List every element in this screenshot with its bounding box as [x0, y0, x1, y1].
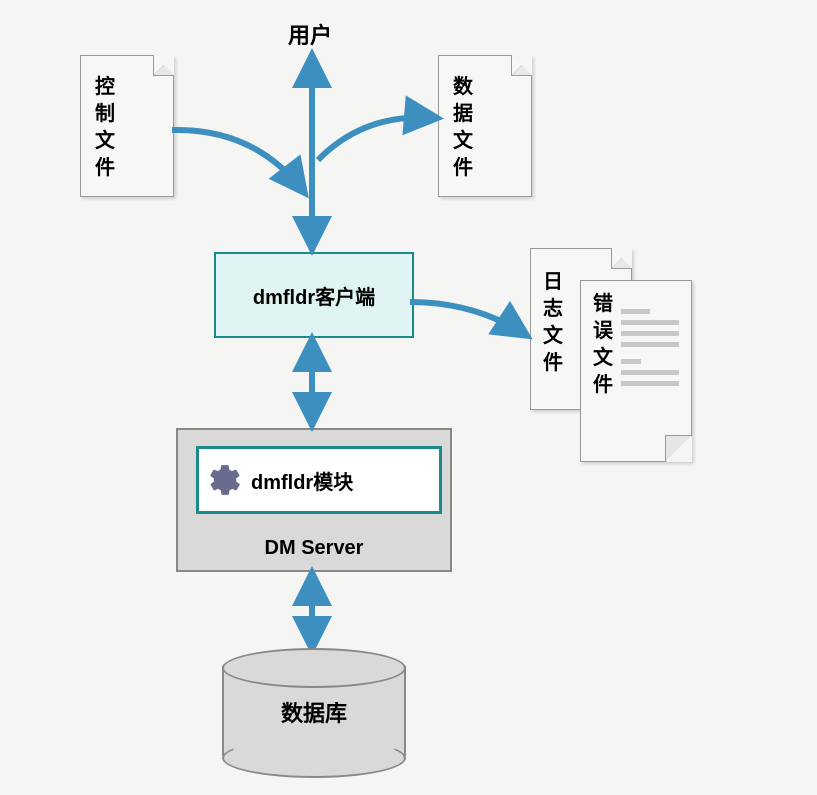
- database-label: 数据库: [222, 696, 406, 728]
- module-node: dmfldr模块: [196, 446, 442, 514]
- control-file-char: 控: [95, 74, 115, 101]
- gear-icon: [207, 462, 243, 498]
- diagram-canvas: 用户 控 制 文 件 数 据 文 件 dmfldr客户端 日 志 文 件: [0, 0, 817, 795]
- edge-out-datafile: [318, 117, 436, 160]
- client-node: dmfldr客户端: [214, 252, 414, 338]
- control-file-char: 件: [95, 155, 115, 182]
- error-file-char: 文: [593, 345, 613, 372]
- database-node: 数据库: [222, 648, 406, 776]
- error-file-char: 误: [593, 318, 613, 345]
- user-node-label: 用户: [288, 18, 332, 50]
- error-file-char: 件: [593, 372, 613, 399]
- data-file-char: 数: [453, 74, 473, 101]
- server-node: dmfldr模块 DM Server: [176, 428, 452, 572]
- error-file-node: 错 误 文 件: [580, 280, 692, 462]
- log-file-char: 日: [543, 269, 563, 296]
- data-file-node: 数 据 文 件: [438, 55, 532, 197]
- edge-client-logs: [410, 302, 526, 335]
- control-file-char: 制: [95, 101, 115, 128]
- log-file-char: 志: [543, 296, 563, 323]
- server-label: DM Server: [178, 537, 450, 560]
- data-file-char: 据: [453, 101, 473, 128]
- control-file-char: 文: [95, 128, 115, 155]
- client-label: dmfldr客户端: [253, 281, 375, 310]
- log-file-char: 件: [543, 350, 563, 377]
- module-label: dmfldr模块: [251, 466, 353, 495]
- log-file-char: 文: [543, 323, 563, 350]
- data-file-char: 件: [453, 155, 473, 182]
- control-file-node: 控 制 文 件: [80, 55, 174, 197]
- edge-controlfile-in: [172, 130, 304, 192]
- error-file-lines-icon: [621, 309, 679, 392]
- error-file-char: 错: [593, 291, 613, 318]
- data-file-char: 文: [453, 128, 473, 155]
